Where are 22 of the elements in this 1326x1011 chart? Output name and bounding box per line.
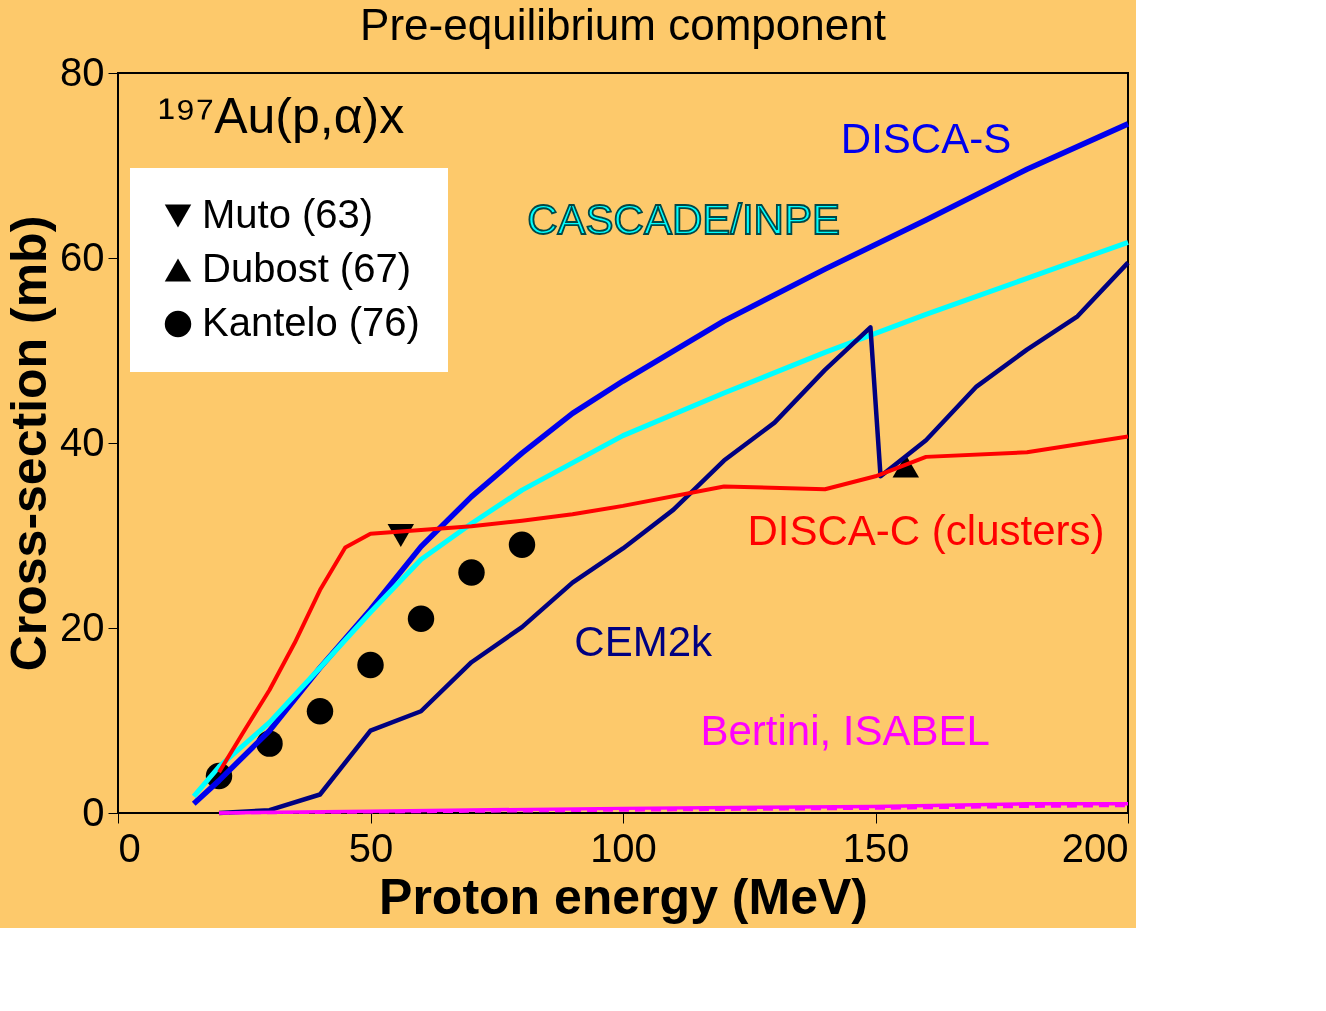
y-tick-label: 20 bbox=[60, 604, 105, 649]
legend-label: Dubost (67) bbox=[202, 246, 411, 290]
x-tick-label: 0 bbox=[118, 825, 141, 870]
x-tick-label: 200 bbox=[1061, 825, 1129, 870]
series-label: DISCA-S bbox=[840, 114, 1012, 162]
x-tick-label: 100 bbox=[590, 825, 657, 870]
x-axis-title: Proton energy (MeV) bbox=[379, 868, 868, 925]
x-tick-label: 50 bbox=[348, 825, 394, 870]
series-label: DISCA-C (clusters) bbox=[747, 506, 1105, 554]
y-tick-label: 40 bbox=[60, 419, 105, 464]
series-label: CEM2k bbox=[574, 617, 714, 665]
x-tick-label: 150 bbox=[842, 825, 910, 870]
text: CASCADE/INPE bbox=[527, 196, 840, 243]
chart-title: Pre-equilibrium component bbox=[360, 0, 886, 49]
y-tick-label: 0 bbox=[82, 789, 105, 834]
y-tick-label: 60 bbox=[60, 234, 105, 279]
series-label: Bertini, ISABEL bbox=[700, 706, 990, 754]
legend-label: Muto (63) bbox=[202, 192, 374, 236]
y-tick-label: 80 bbox=[60, 49, 105, 94]
annotation: ¹⁹⁷Au(p,α)x bbox=[158, 88, 405, 144]
y-axis-title: Cross-section (mb) bbox=[1, 215, 58, 672]
legend-label: Kantelo (76) bbox=[202, 300, 420, 344]
